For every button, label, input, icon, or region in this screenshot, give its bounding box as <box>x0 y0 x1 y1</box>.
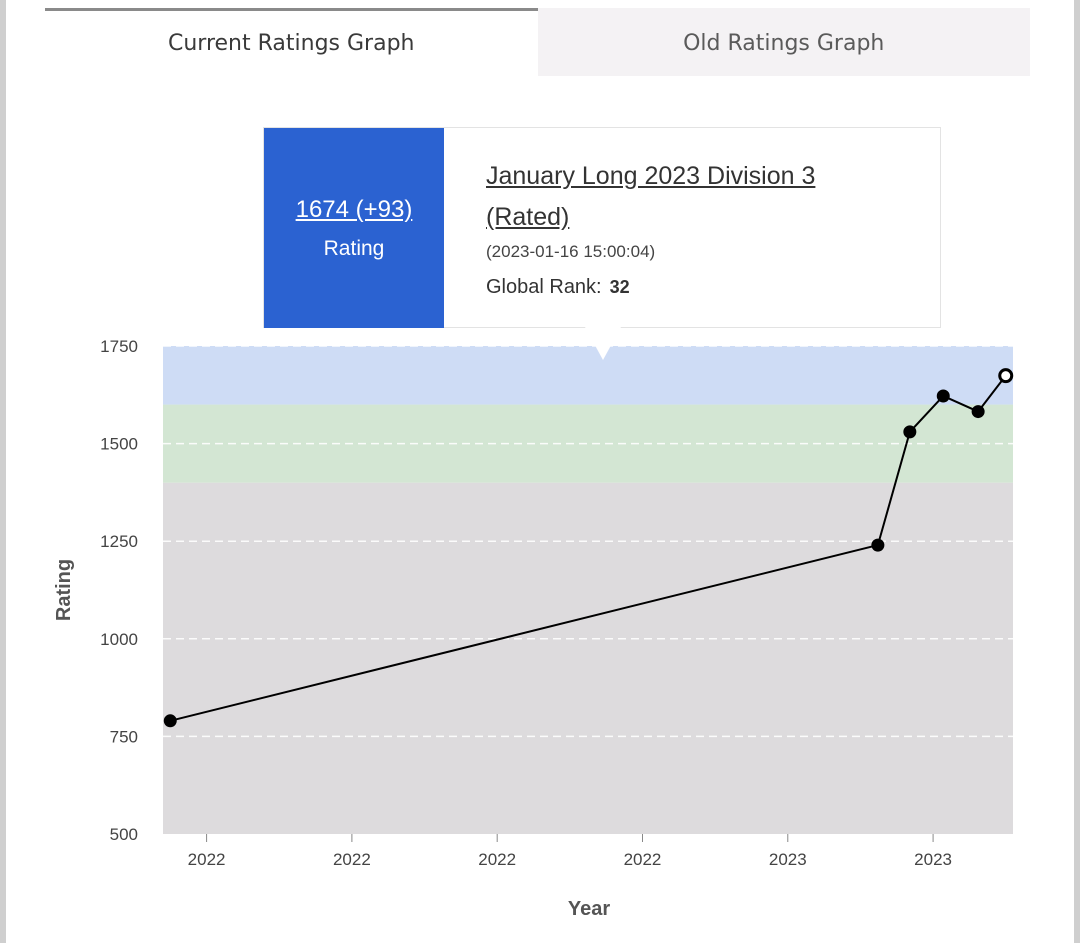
x-tick-label-1: 2022 <box>333 850 371 869</box>
rating-point[interactable] <box>971 405 985 419</box>
tab-old-ratings-graph[interactable]: Old Ratings Graph <box>537 8 1030 76</box>
y-tick-label-4: 1500 <box>100 435 138 454</box>
x-tick-label-2: 2022 <box>478 850 516 869</box>
y-tick-label-2: 1000 <box>100 630 138 649</box>
tooltip-global-rank: Global Rank: 32 <box>486 276 920 299</box>
tooltip-rating-label: Rating <box>323 237 385 260</box>
y-tick-label-3: 1250 <box>100 532 138 551</box>
x-axis-label: Year <box>568 898 610 920</box>
y-tick-label-0: 500 <box>110 825 138 844</box>
x-tick-label-5: 2023 <box>914 850 952 869</box>
tooltip-rating-panel: 1674 (+93) Rating <box>264 128 444 328</box>
rating-band-0 <box>163 482 1013 834</box>
tab-current-ratings-graph[interactable]: Current Ratings Graph <box>45 8 538 76</box>
x-tick-label-4: 2023 <box>769 850 807 869</box>
tooltip-pointer <box>585 327 621 360</box>
y-axis-label: Rating <box>53 559 75 621</box>
x-tick-label-3: 2022 <box>624 850 662 869</box>
tooltip-datetime: (2023-01-16 15:00:04) <box>486 242 656 261</box>
y-tick-label-1: 750 <box>110 727 138 746</box>
x-tick-label-0: 2022 <box>188 850 226 869</box>
graph-tabs: Current Ratings Graph Old Ratings Graph <box>45 8 1030 76</box>
rating-point[interactable] <box>163 714 177 728</box>
tooltip-contest-link[interactable]: January Long 2023 Division 3 (Rated) <box>486 162 816 231</box>
rating-point[interactable] <box>871 538 885 552</box>
tooltip-rank-value: 32 <box>609 277 630 297</box>
rating-point[interactable] <box>903 425 917 439</box>
tooltip-details: January Long 2023 Division 3 (Rated) (20… <box>486 156 920 299</box>
rating-point[interactable] <box>936 389 950 403</box>
rating-tooltip: 1674 (+93) Rating January Long 2023 Divi… <box>263 127 941 360</box>
y-tick-label-5: 1750 <box>100 337 138 356</box>
rating-point-selected[interactable] <box>998 368 1014 384</box>
rating-line-0 <box>170 375 1007 722</box>
tooltip-rating-value[interactable]: 1674 (+93) <box>295 196 413 223</box>
tooltip-rank-label: Global Rank: <box>486 276 602 298</box>
